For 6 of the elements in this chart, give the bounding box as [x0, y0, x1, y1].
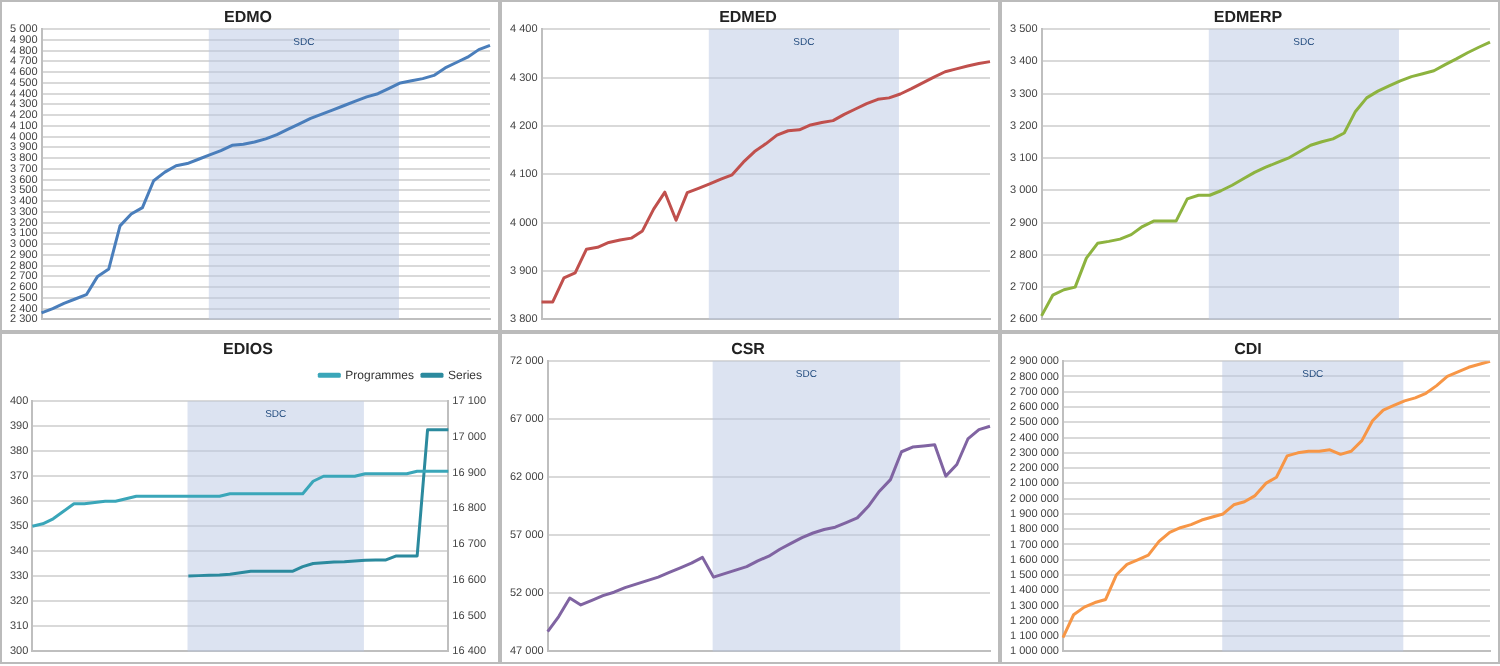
chart-title: EDMERP [1213, 8, 1284, 27]
chart-title: CDI [1234, 340, 1262, 359]
chart-title: EDMED [719, 8, 778, 27]
chart-title: CSR [731, 340, 766, 359]
chart-title: EDIOS [223, 340, 275, 359]
chart-title: EDMO [224, 8, 272, 27]
